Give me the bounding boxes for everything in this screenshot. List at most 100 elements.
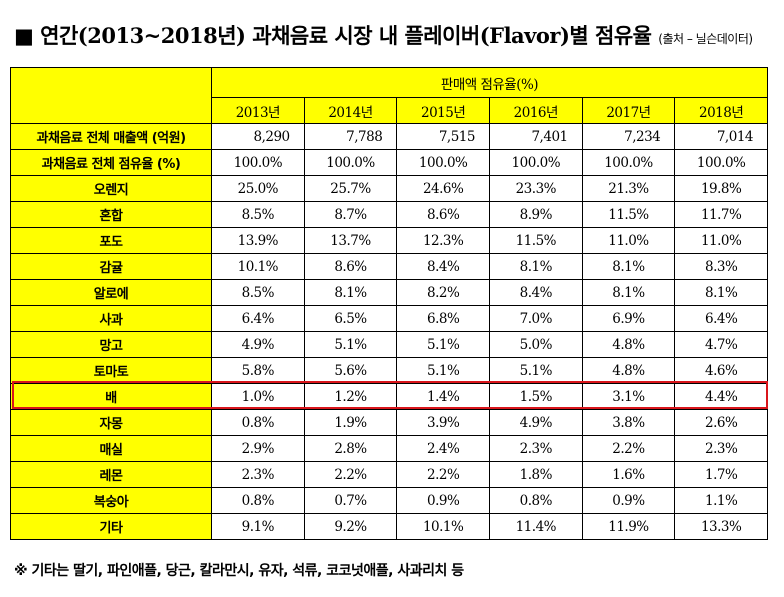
value-cell: 11.5% bbox=[488, 227, 583, 254]
value-cell: 100.0% bbox=[396, 149, 490, 176]
value-cell: 24.6% bbox=[396, 175, 490, 202]
value-cell: 11.9% bbox=[581, 513, 676, 540]
value-cell: 12.3% bbox=[396, 227, 490, 254]
value-cell: 25.7% bbox=[303, 175, 398, 202]
value-cell: 8.7% bbox=[303, 201, 398, 228]
title-main: ■ 연간(2013~2018년) 과채음료 시장 내 플레이버(Flavor)별… bbox=[14, 23, 652, 48]
value-cell: 0.8% bbox=[211, 487, 305, 514]
value-cell: 2.3% bbox=[488, 435, 583, 462]
row-label: 포도 bbox=[10, 227, 212, 254]
value-cell: 100.0% bbox=[488, 149, 583, 176]
row-label: 망고 bbox=[10, 331, 212, 358]
value-cell: 11.4% bbox=[488, 513, 583, 540]
table-row: 망고 4.9% 5.1% 5.1% 5.0% 4.8% 4.7% bbox=[10, 331, 768, 358]
value-cell: 100.0% bbox=[674, 149, 768, 176]
value-cell: 2.9% bbox=[211, 435, 305, 462]
value-cell: 7,401 bbox=[488, 123, 583, 150]
table-row: 혼합 8.5% 8.7% 8.6% 8.9% 11.5% 11.7% bbox=[10, 201, 768, 228]
year-header: 2016년 bbox=[488, 97, 583, 124]
value-cell: 1.8% bbox=[488, 461, 583, 488]
value-cell: 7,515 bbox=[396, 123, 490, 150]
table-row: 배 1.0% 1.2% 1.4% 1.5% 3.1% 4.4% bbox=[10, 383, 768, 410]
value-cell: 1.4% bbox=[396, 383, 490, 410]
table-row: 토마토 5.8% 5.6% 5.1% 5.1% 4.8% 4.6% bbox=[10, 357, 768, 384]
value-cell: 4.8% bbox=[581, 331, 676, 358]
value-cell: 0.9% bbox=[396, 487, 490, 514]
value-cell: 7,788 bbox=[303, 123, 398, 150]
table-row: 과채음료 전체 매출액 (억원) 8,290 7,788 7,515 7,401 7,23… bbox=[10, 123, 768, 150]
value-cell: 0.9% bbox=[581, 487, 676, 514]
value-cell: 6.8% bbox=[396, 305, 490, 332]
row-label: 사과 bbox=[10, 305, 212, 332]
value-cell: 8.1% bbox=[581, 253, 676, 280]
group-header: 판매액 점유율(%) bbox=[211, 67, 768, 98]
table-row: 사과 6.4% 6.5% 6.8% 7.0% 6.9% 6.4% bbox=[10, 305, 768, 332]
table-row: 오렌지 25.0% 25.7% 24.6% 23.3% 21.3% 19.8% bbox=[10, 175, 768, 202]
value-cell: 8.6% bbox=[303, 253, 398, 280]
value-cell: 2.6% bbox=[674, 409, 768, 436]
value-cell: 2.3% bbox=[211, 461, 305, 488]
value-cell: 0.8% bbox=[488, 487, 583, 514]
value-cell: 8.5% bbox=[211, 279, 305, 306]
row-label: 오렌지 bbox=[10, 175, 212, 202]
value-cell: 2.8% bbox=[303, 435, 398, 462]
row-label: 배 bbox=[10, 383, 212, 410]
row-label: 레몬 bbox=[10, 461, 212, 488]
row-label: 토마토 bbox=[10, 357, 212, 384]
value-cell: 5.1% bbox=[396, 331, 490, 358]
year-header: 2013년 bbox=[211, 97, 305, 124]
value-cell: 5.1% bbox=[488, 357, 583, 384]
value-cell: 0.8% bbox=[211, 409, 305, 436]
value-cell: 2.3% bbox=[674, 435, 768, 462]
value-cell: 6.5% bbox=[303, 305, 398, 332]
value-cell: 8.1% bbox=[581, 279, 676, 306]
value-cell: 23.3% bbox=[488, 175, 583, 202]
table-row: 복숭아 0.8% 0.7% 0.9% 0.8% 0.9% 1.1% bbox=[10, 487, 768, 514]
table-row: 알로에 8.5% 8.1% 8.2% 8.4% 8.1% 8.1% bbox=[10, 279, 768, 306]
value-cell: 11.0% bbox=[674, 227, 768, 254]
value-cell: 2.2% bbox=[581, 435, 676, 462]
table-row: 레몬 2.3% 2.2% 2.2% 1.8% 1.6% 1.7% bbox=[10, 461, 768, 488]
table-row: 과채음료 전체 점유율 (%) 100.0% 100.0% 100.0% 100.0% 1… bbox=[10, 149, 768, 176]
value-cell: 6.4% bbox=[674, 305, 768, 332]
value-cell: 10.1% bbox=[396, 513, 490, 540]
value-cell: 6.9% bbox=[581, 305, 676, 332]
value-cell: 13.9% bbox=[211, 227, 305, 254]
value-cell: 1.5% bbox=[488, 383, 583, 410]
value-cell: 100.0% bbox=[303, 149, 398, 176]
value-cell: 4.7% bbox=[674, 331, 768, 358]
value-cell: 1.2% bbox=[303, 383, 398, 410]
year-header: 2017년 bbox=[581, 97, 676, 124]
value-cell: 4.9% bbox=[488, 409, 583, 436]
value-cell: 8,290 bbox=[211, 123, 305, 150]
value-cell: 8.4% bbox=[488, 279, 583, 306]
flavor-share-table: 판매액 점유율(%) 2013년 2014년 2015년 2016년 2017년 2018… bbox=[10, 67, 768, 540]
value-cell: 19.8% bbox=[674, 175, 768, 202]
value-cell: 9.2% bbox=[303, 513, 398, 540]
row-label: 알로에 bbox=[10, 279, 212, 306]
row-label: 복숭아 bbox=[10, 487, 212, 514]
table-row: 자몽 0.8% 1.9% 3.9% 4.9% 3.8% 2.6% bbox=[10, 409, 768, 436]
year-header: 2014년 bbox=[303, 97, 398, 124]
value-cell: 13.3% bbox=[674, 513, 768, 540]
value-cell: 8.1% bbox=[303, 279, 398, 306]
value-cell: 7,234 bbox=[581, 123, 676, 150]
row-label: 혼합 bbox=[10, 201, 212, 228]
value-cell: 5.6% bbox=[303, 357, 398, 384]
value-cell: 13.7% bbox=[303, 227, 398, 254]
title-source: (출처 – 닐슨데이터) bbox=[658, 32, 753, 46]
value-cell: 9.1% bbox=[211, 513, 305, 540]
corner-cell bbox=[10, 67, 212, 124]
value-cell: 7,014 bbox=[674, 123, 768, 150]
table-row: 포도 13.9% 13.7% 12.3% 11.5% 11.0% 11.0% bbox=[10, 227, 768, 254]
year-header: 2015년 bbox=[396, 97, 490, 124]
value-cell: 4.6% bbox=[674, 357, 768, 384]
value-cell: 4.8% bbox=[581, 357, 676, 384]
value-cell: 1.0% bbox=[211, 383, 305, 410]
value-cell: 1.7% bbox=[674, 461, 768, 488]
value-cell: 5.1% bbox=[303, 331, 398, 358]
year-header: 2018년 bbox=[674, 97, 768, 124]
value-cell: 11.5% bbox=[581, 201, 676, 228]
value-cell: 1.1% bbox=[674, 487, 768, 514]
value-cell: 3.8% bbox=[581, 409, 676, 436]
